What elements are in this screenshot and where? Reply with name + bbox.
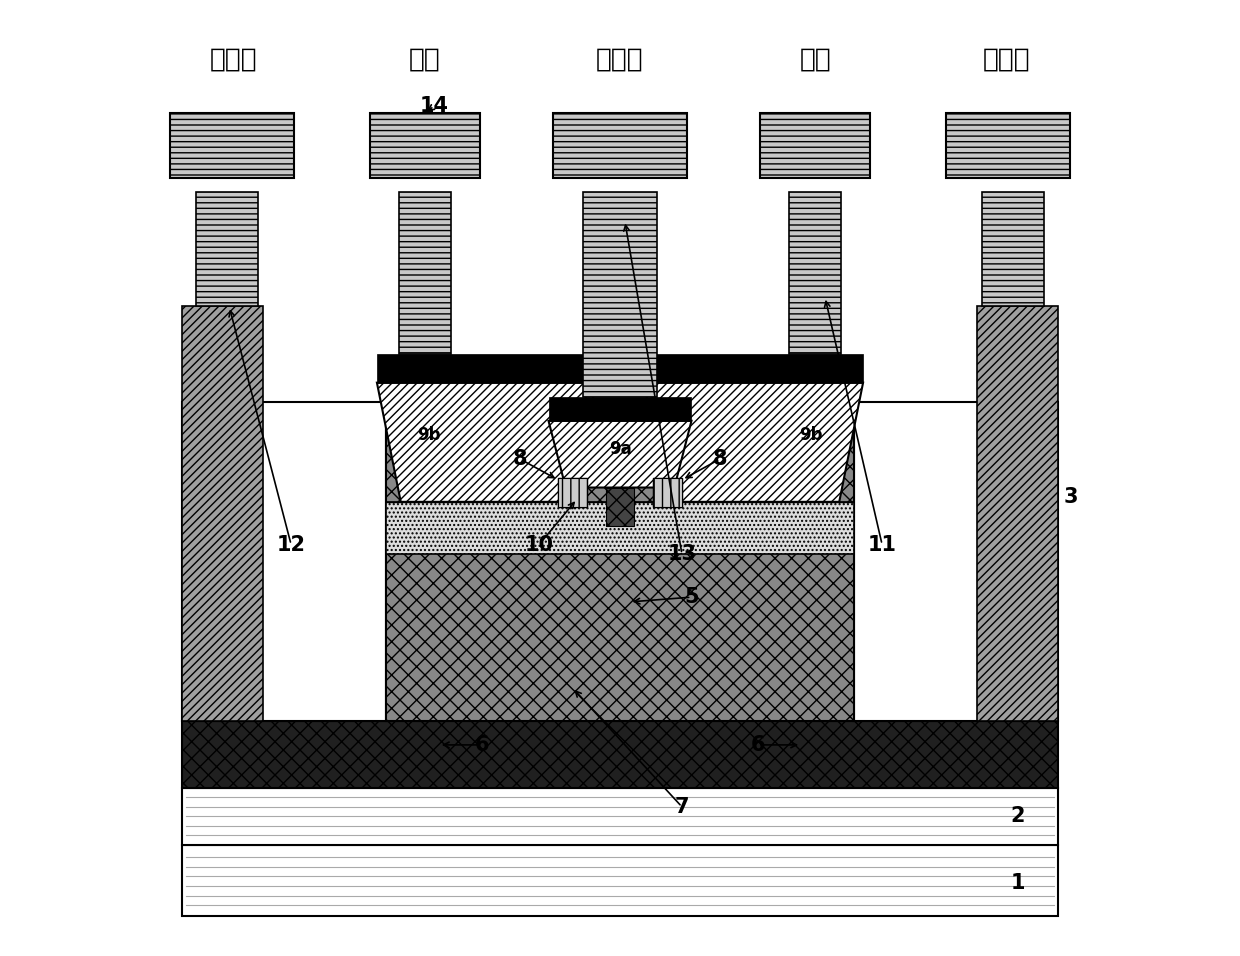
Bar — [181, 788, 1059, 845]
Text: 基极: 基极 — [800, 47, 831, 73]
Bar — [946, 113, 1070, 178]
Text: 2: 2 — [1011, 807, 1025, 826]
Bar — [977, 307, 1059, 721]
Bar — [653, 478, 682, 507]
Bar — [760, 113, 869, 178]
Text: 12: 12 — [277, 534, 305, 554]
Bar — [558, 478, 587, 507]
Text: 9b: 9b — [799, 426, 822, 445]
Text: 11: 11 — [868, 534, 897, 554]
Text: 基极: 基极 — [409, 47, 440, 73]
Bar — [377, 354, 596, 382]
Bar — [181, 721, 1059, 788]
Polygon shape — [377, 382, 596, 502]
Text: 1: 1 — [1011, 873, 1025, 893]
Text: 集电极: 集电极 — [982, 47, 1030, 73]
Bar — [181, 845, 1059, 917]
Text: 6: 6 — [751, 735, 765, 755]
Text: 8: 8 — [512, 449, 527, 469]
Text: 13: 13 — [667, 544, 697, 564]
Bar — [196, 192, 258, 307]
Text: 6: 6 — [475, 735, 489, 755]
Bar — [982, 192, 1044, 307]
Text: 7: 7 — [675, 797, 689, 816]
Text: 10: 10 — [525, 534, 553, 554]
Bar — [553, 113, 687, 178]
Bar — [371, 113, 480, 178]
Text: 9b: 9b — [418, 426, 441, 445]
Bar — [789, 192, 841, 354]
Text: 发射极: 发射极 — [596, 47, 644, 73]
Bar — [644, 354, 863, 382]
Bar — [583, 192, 657, 397]
Bar — [399, 192, 451, 354]
Text: 集电极: 集电极 — [210, 47, 258, 73]
Text: 5: 5 — [684, 587, 699, 607]
Bar — [181, 402, 387, 721]
Bar — [548, 397, 692, 421]
Bar — [181, 307, 263, 721]
Text: 9a: 9a — [609, 441, 631, 459]
Text: 3: 3 — [1063, 487, 1078, 507]
Bar — [853, 402, 1059, 721]
Bar — [605, 488, 635, 526]
Polygon shape — [548, 421, 692, 488]
Polygon shape — [644, 382, 863, 502]
Bar — [387, 402, 853, 721]
Bar — [653, 478, 682, 507]
Bar — [387, 502, 853, 554]
Bar — [170, 113, 294, 178]
Text: 14: 14 — [419, 97, 449, 117]
Bar — [558, 478, 587, 507]
Text: 8: 8 — [713, 449, 728, 469]
